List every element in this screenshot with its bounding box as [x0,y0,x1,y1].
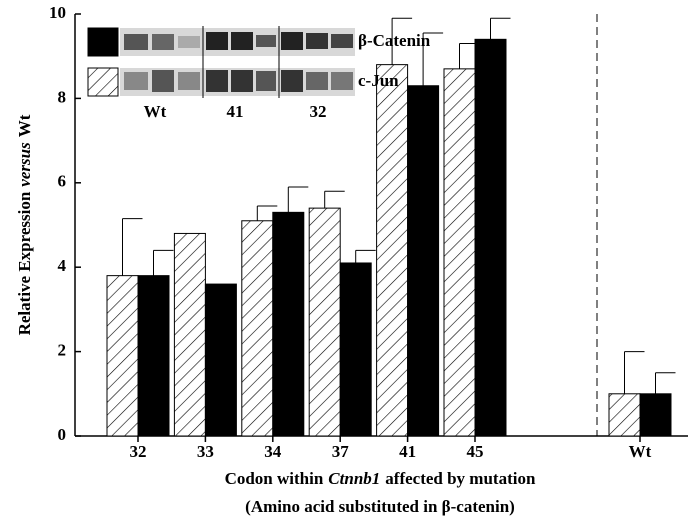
x-axis-title-part: Ctnnb1 [328,469,380,488]
y-tick-label: 0 [58,425,67,444]
bar [639,393,672,437]
legend-swatch [87,67,119,97]
bar [339,262,372,437]
bar [376,64,409,437]
x-tick-label: 32 [130,442,147,461]
y-tick-label: 10 [49,3,66,22]
blot-inset [120,26,355,98]
x-tick-label: 41 [399,442,416,461]
blot-label: 32 [310,102,327,121]
x-tick-label: 33 [197,442,214,461]
bar [474,38,507,437]
y-tick-label: 6 [58,172,67,191]
x-tick-label: Wt [629,442,652,461]
x-axis-title: (Amino acid substituted in β-catenin) [245,497,515,516]
blot-label: 41 [227,102,244,121]
y-tick-label: 2 [58,341,67,360]
y-tick-label: 4 [58,256,67,275]
x-axis-title: Codon within Ctnnb1 affected by mutation [225,469,536,488]
y-tick-label: 8 [58,87,67,106]
y-axis-title-part: Relative Expression [15,191,34,335]
bar [608,393,641,437]
bar [241,220,274,437]
x-tick-label: 34 [264,442,282,461]
legend-label: β-Catenin [358,31,431,50]
x-axis-title-part: affected by mutation [385,469,536,488]
bar [407,85,440,437]
x-axis-title-part: Codon within [225,469,324,488]
y-axis-title: Relative Expression versus Wt [15,114,34,335]
bar [106,275,139,437]
y-axis-title-part: Wt [15,114,34,137]
bar [204,283,237,437]
x-tick-label: 37 [332,442,350,461]
blot-label: Wt [144,102,167,121]
x-tick-label: 45 [467,442,484,461]
y-axis-title-part: versus [15,142,34,187]
legend-label: c-Jun [358,71,399,90]
bar [308,207,341,437]
bar [272,211,305,437]
bar [173,232,206,437]
legend-swatch [87,27,119,57]
bar [137,275,170,437]
bar [443,68,476,437]
